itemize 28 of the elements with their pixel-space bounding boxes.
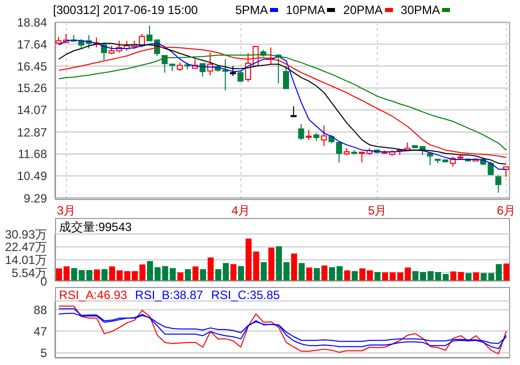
- x-tick-label: 3月: [57, 204, 76, 218]
- legend-label: 30PMA: [400, 3, 440, 17]
- y-tick-label: 15.26: [16, 81, 48, 96]
- y-tick-label: 88: [34, 303, 48, 318]
- y-tick-label: 5: [40, 346, 48, 360]
- y-tick-label: 17.64: [16, 37, 48, 52]
- x-tick-label: 6月: [496, 204, 516, 218]
- legend-label: 20PMA: [343, 3, 383, 17]
- legend-label: 10PMA: [286, 3, 326, 17]
- y-tick-label: 10.49: [16, 169, 48, 184]
- y-tick-label: 30.93万: [4, 227, 47, 242]
- series-label: RSI_C:35.85: [211, 288, 280, 302]
- y-tick-label: 22.47万: [4, 240, 47, 254]
- y-tick-label: 14.07: [16, 103, 48, 118]
- y-tick-label: 14.01万: [4, 252, 47, 267]
- series-label: RSI_A:46.93: [59, 288, 128, 302]
- x-tick-label: 4月: [231, 204, 250, 218]
- y-tick-label: 18.84: [16, 15, 48, 30]
- chart-title: [300312] 2017-06-19 15:00: [53, 3, 198, 17]
- y-tick-label: 12.87: [16, 125, 48, 140]
- legend-label: 5PMA: [235, 3, 268, 17]
- series-label: RSI_B:38.87: [135, 288, 204, 302]
- y-tick-label: 16.45: [16, 59, 48, 74]
- y-tick-label: 47: [34, 324, 48, 338]
- y-tick-label: 9.29: [24, 191, 48, 206]
- chart-title: 成交量:99543: [59, 220, 132, 234]
- y-tick-label: 11.68: [18, 147, 48, 162]
- x-tick-label: 5月: [368, 204, 387, 218]
